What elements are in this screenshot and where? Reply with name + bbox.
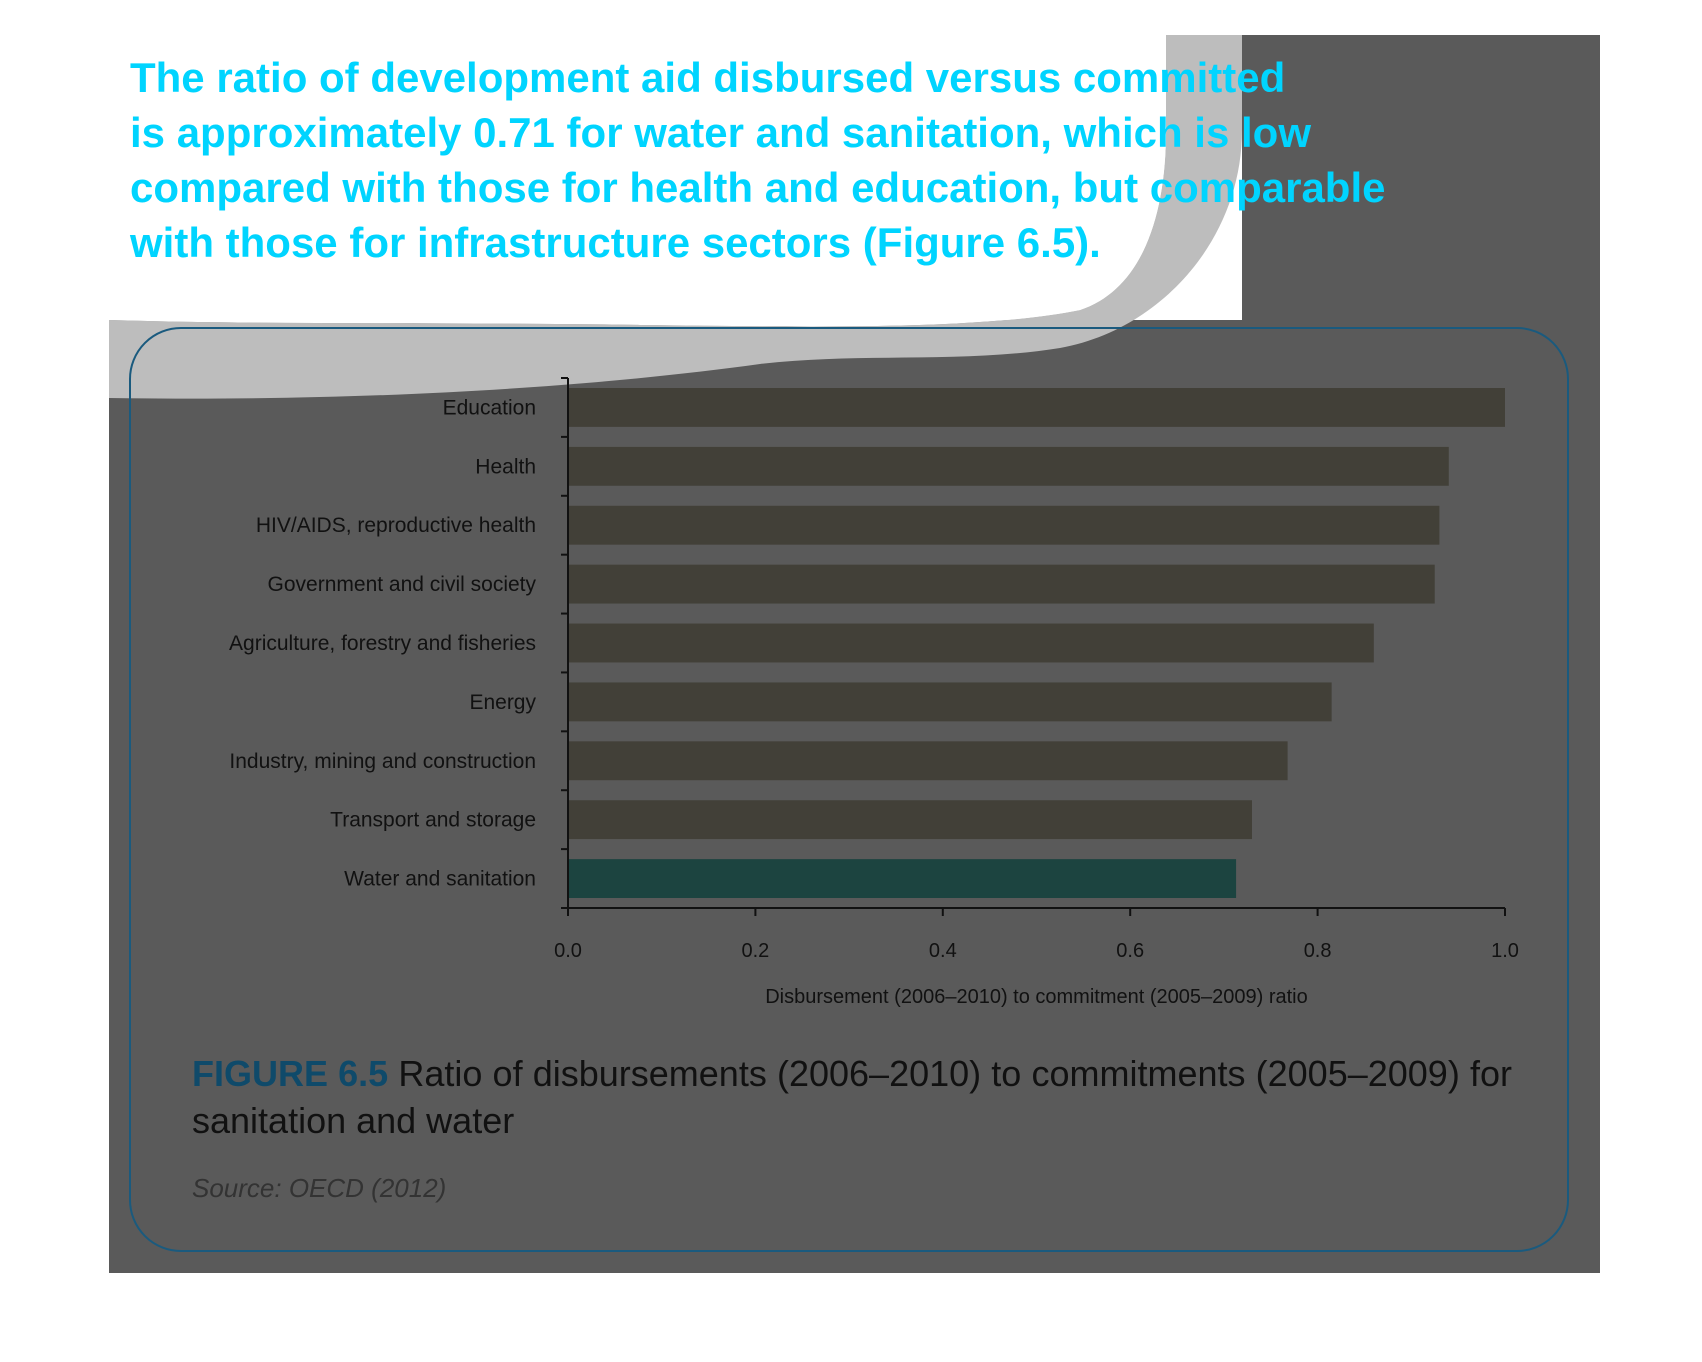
caption-text: Ratio of disbursements (2006–2010) to co…: [192, 1053, 1512, 1141]
axes-group: 0.0 0.2 0.4 0.6 0.8 1.0: [554, 377, 1519, 962]
intro-line: is approximately 0.71 for water and sani…: [130, 109, 1311, 156]
x-tick-label: 0.2: [741, 940, 769, 962]
category-label: Energy: [469, 691, 536, 714]
bar-government-and-civil-society: [569, 564, 1435, 604]
bar-industry-mining-and-construction: [569, 741, 1288, 781]
category-labels-group: Education Health HIV/AIDS, reproductive he…: [229, 396, 536, 890]
category-label: HIV/AIDS, reproductive health: [256, 514, 536, 537]
bars-group: [569, 388, 1505, 898]
intro-line: The ratio of development aid disbursed v…: [130, 54, 1286, 101]
x-tick-label: 0.8: [1304, 940, 1332, 962]
intro-text: The ratio of development aid disbursed v…: [130, 50, 1550, 270]
bar-transport-and-storage: [569, 800, 1253, 840]
figure-label: FIGURE 6.5: [192, 1053, 389, 1094]
category-label: Government and civil society: [268, 573, 537, 596]
category-label: Agriculture, forestry and fisheries: [229, 632, 536, 655]
category-label: Health: [475, 455, 536, 478]
category-label: Industry, mining and construction: [229, 750, 536, 773]
bar-energy: [569, 682, 1332, 722]
bar-education: [569, 388, 1505, 427]
bar-water-and-sanitation: [569, 859, 1237, 898]
category-label: Education: [443, 396, 536, 419]
x-axis-title: Disbursement (2006–2010) to commitment (…: [765, 986, 1308, 1008]
white-overlay: [0, 0, 1166, 327]
category-label: Transport and storage: [330, 809, 536, 832]
x-tick-label: 0.4: [929, 940, 957, 962]
bar-health: [569, 446, 1449, 486]
category-label: Water and sanitation: [344, 868, 536, 891]
bar-hiv-aids-reproductive-health: [569, 505, 1440, 545]
intro-line: with those for infrastructure sectors (F…: [130, 219, 1101, 266]
x-tick-label: 1.0: [1491, 940, 1519, 962]
source-note: Source: OECD (2012): [192, 1173, 447, 1203]
x-tick-label: 0.0: [554, 940, 582, 962]
x-tick-label: 0.6: [1116, 940, 1144, 962]
bar-agriculture-forestry-and-fisheries: [569, 623, 1374, 663]
light-swoosh: [109, 35, 1242, 399]
figure-frame: [129, 327, 1569, 1252]
intro-line: compared with those for health and educa…: [130, 164, 1386, 211]
figure-caption: FIGURE 6.5 Ratio of disbursements (2006–…: [192, 1050, 1512, 1144]
